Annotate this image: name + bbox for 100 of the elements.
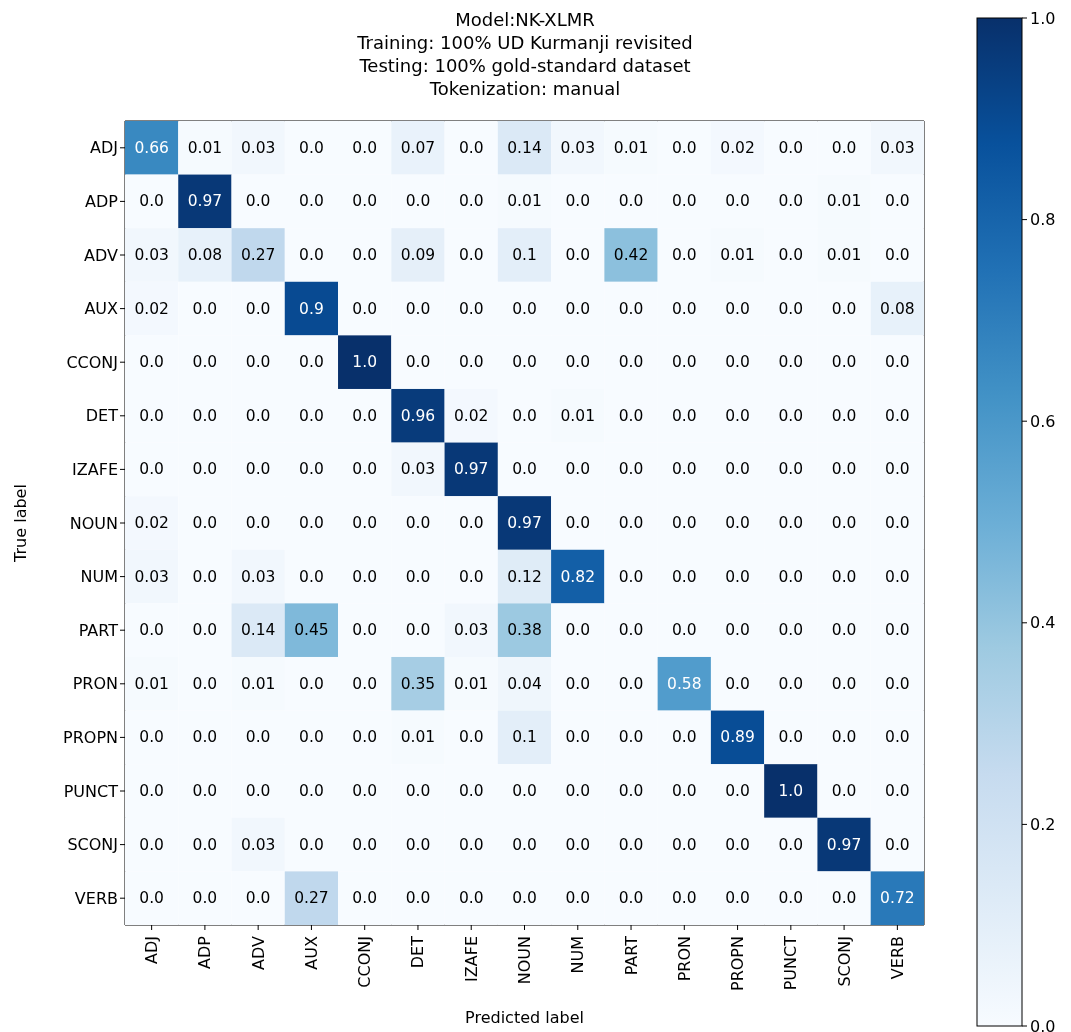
data-label: 0.0 — [725, 782, 750, 800]
data-label: 0.0 — [885, 835, 910, 854]
data-label: 0.97 — [826, 835, 862, 854]
data-label: 0.0 — [778, 246, 804, 264]
data-label: 0.96 — [400, 406, 436, 425]
y-tick-label: ADJ — [90, 138, 118, 158]
data-label: 0.0 — [778, 514, 804, 532]
data-label: 0.03 — [560, 138, 596, 157]
data-label: 0.0 — [565, 299, 591, 318]
data-label: 0.0 — [831, 353, 857, 372]
data-label: 0.0 — [618, 299, 644, 318]
data-label: 0.0 — [352, 621, 378, 640]
y-tick-label: ADV — [84, 245, 119, 265]
data-label: 0.0 — [299, 138, 324, 157]
data-label: 0.0 — [139, 460, 164, 479]
data-label: 0.0 — [725, 299, 750, 318]
data-label: 0.0 — [831, 782, 857, 800]
data-label: 0.01 — [613, 138, 649, 157]
data-label: 0.0 — [192, 406, 218, 425]
data-label: 0.14 — [507, 138, 542, 157]
data-label: 0.0 — [245, 889, 271, 908]
data-label: 0.0 — [458, 514, 484, 532]
data-label: 0.01 — [134, 674, 169, 693]
data-label: 0.45 — [294, 621, 329, 640]
data-label: 0.0 — [885, 674, 910, 693]
data-label: 0.0 — [405, 192, 431, 211]
data-label: 0.0 — [778, 192, 804, 211]
data-label: 0.0 — [725, 192, 750, 211]
data-label: 0.0 — [831, 621, 857, 640]
data-label: 0.01 — [826, 246, 862, 264]
data-label: 0.0 — [671, 835, 697, 854]
data-label: 0.0 — [565, 782, 591, 800]
data-label: 0.01 — [560, 406, 596, 425]
data-label: 0.0 — [245, 782, 271, 800]
data-label: 0.0 — [831, 138, 857, 157]
data-label: 0.0 — [352, 192, 378, 211]
data-label: 0.03 — [240, 138, 276, 157]
data-label: 0.0 — [139, 782, 164, 800]
data-label: 0.0 — [671, 621, 697, 640]
data-label: 0.0 — [671, 460, 697, 479]
data-label: 0.0 — [299, 835, 324, 854]
data-label: 0.0 — [512, 889, 537, 908]
data-label: 0.0 — [245, 460, 271, 479]
data-label: 0.1 — [512, 246, 537, 264]
data-label: 1.0 — [352, 353, 378, 372]
data-label: 0.0 — [725, 514, 750, 532]
data-label: 0.0 — [885, 782, 910, 800]
data-label: 0.0 — [778, 621, 804, 640]
data-label: 0.0 — [458, 835, 484, 854]
data-label: 0.03 — [453, 621, 489, 640]
y-tick-label: PUNCT — [63, 781, 119, 801]
data-label: 0.0 — [618, 621, 644, 640]
y-tick-label: NUM — [80, 567, 118, 587]
data-label: 0.0 — [778, 299, 804, 318]
data-label: 0.0 — [405, 782, 431, 800]
data-label: 0.0 — [831, 299, 857, 318]
data-label: 0.03 — [880, 138, 915, 157]
data-label: 0.0 — [352, 674, 378, 693]
data-label: 0.0 — [671, 728, 697, 747]
y-tick-label: NOUN — [69, 513, 118, 533]
data-label: 0.0 — [778, 460, 804, 479]
data-label: 0.0 — [139, 406, 164, 425]
x-tick-label: PRON — [674, 936, 694, 982]
x-tick-label: AUX — [301, 935, 321, 970]
data-label: 0.01 — [240, 674, 276, 693]
data-label: 0.1 — [512, 728, 537, 747]
color-bar-label: 0.2 — [1030, 814, 1056, 834]
data-label: 0.0 — [299, 192, 324, 211]
data-label: 0.0 — [885, 621, 910, 640]
data-label: 0.0 — [352, 299, 378, 318]
data-label: 0.0 — [778, 835, 804, 854]
data-label: 0.0 — [618, 567, 644, 586]
data-label: 0.0 — [512, 835, 537, 854]
data-label: 0.0 — [192, 889, 218, 908]
data-label: 0.0 — [618, 406, 644, 425]
y-tick-label: CCONJ — [66, 352, 118, 372]
data-label: 0.0 — [671, 567, 697, 586]
data-label: 0.38 — [507, 621, 542, 640]
data-label: 0.0 — [512, 299, 537, 318]
data-label: 0.0 — [405, 621, 431, 640]
data-label: 0.0 — [618, 353, 644, 372]
data-label: 0.0 — [245, 299, 271, 318]
data-label: 0.0 — [671, 353, 697, 372]
data-label: 0.0 — [725, 567, 750, 586]
data-label: 0.0 — [352, 567, 378, 586]
data-label: 0.0 — [512, 460, 537, 479]
data-label: 0.0 — [778, 889, 804, 908]
data-label: 0.01 — [187, 138, 223, 157]
data-label: 0.72 — [880, 889, 915, 908]
data-label: 0.0 — [565, 889, 591, 908]
data-label: 0.0 — [885, 567, 910, 586]
data-label: 0.0 — [778, 138, 804, 157]
data-label: 0.03 — [134, 567, 169, 586]
x-tick-label: VERB — [887, 936, 907, 980]
data-label: 0.0 — [885, 728, 910, 747]
data-label: 0.97 — [507, 514, 542, 532]
data-label: 0.0 — [405, 889, 431, 908]
data-label: 0.35 — [400, 674, 436, 693]
data-label: 0.0 — [139, 353, 164, 372]
x-tick-label: CCONJ — [355, 936, 375, 988]
